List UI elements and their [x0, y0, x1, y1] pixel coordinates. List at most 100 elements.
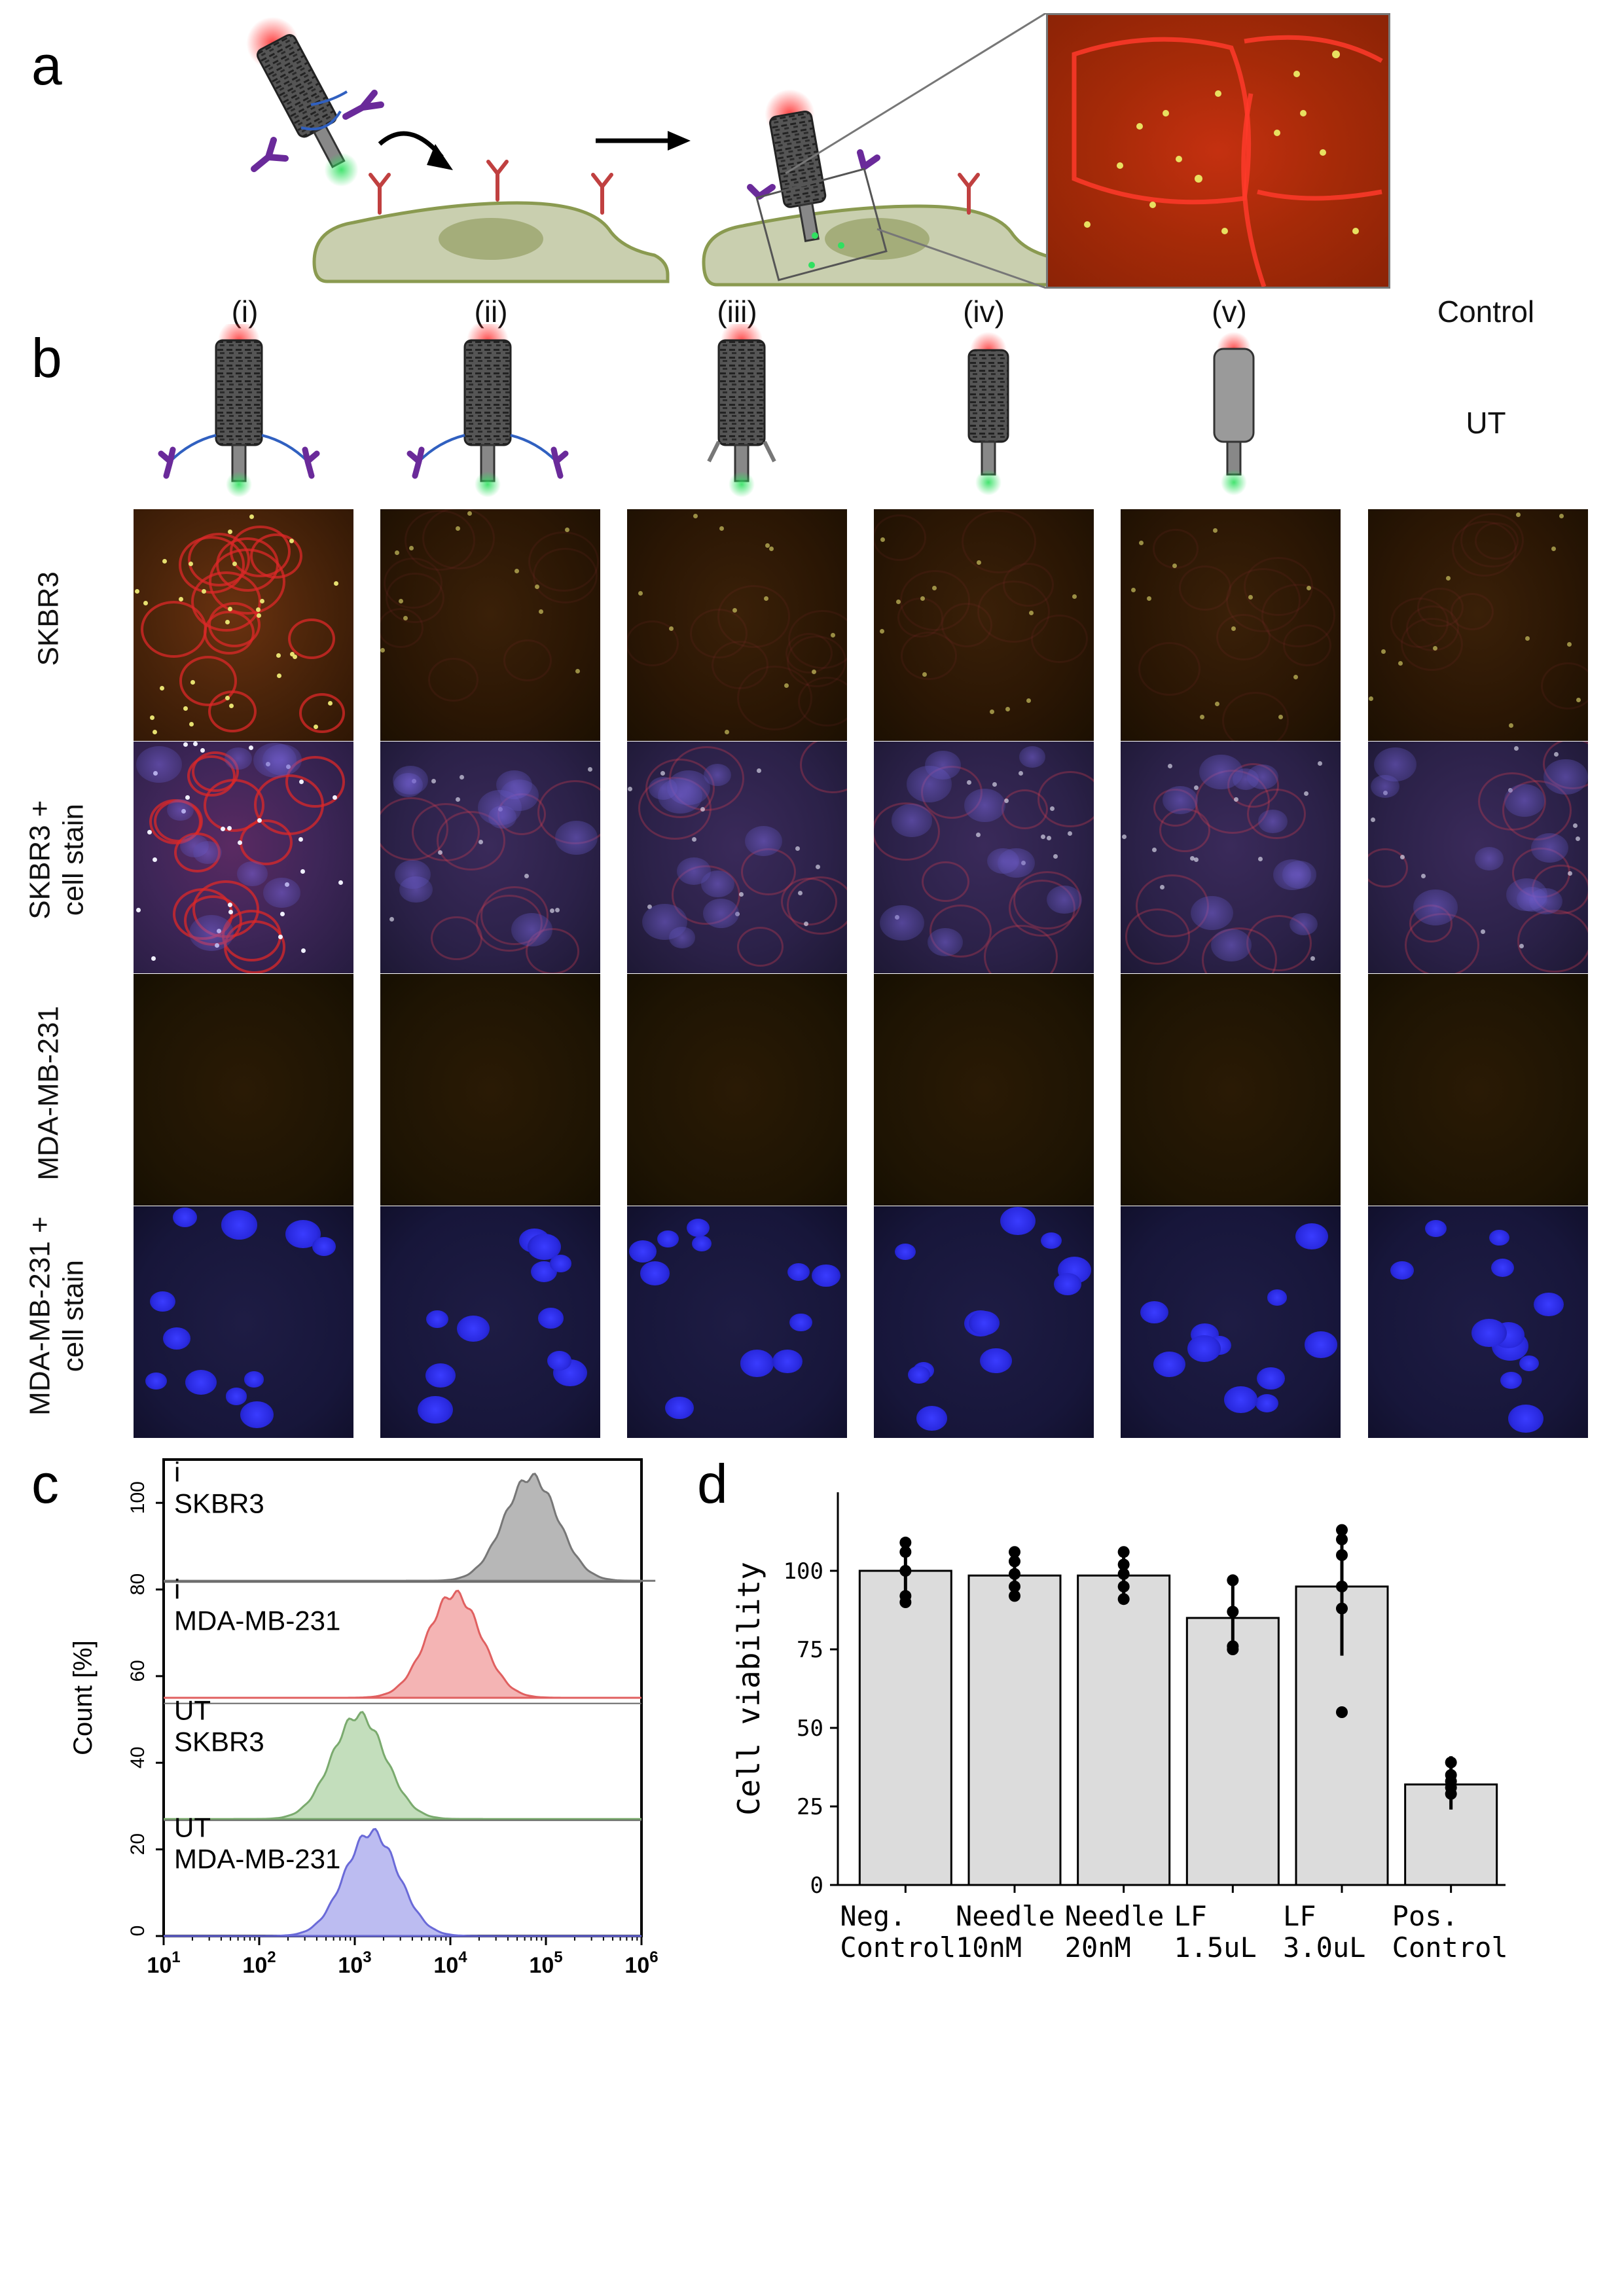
micrograph-tile [627, 974, 847, 1206]
histogram-fill [234, 1712, 483, 1820]
micrograph-tile [627, 509, 847, 741]
series-label-line1: i [174, 1457, 180, 1488]
y-tick-label: 80 [127, 1573, 149, 1595]
micrograph-tile [874, 509, 1094, 741]
construct-i-icon [158, 324, 320, 497]
micrograph-tile [134, 1206, 353, 1438]
category-label: Control [840, 1931, 956, 1964]
series-label-line2: MDA-MB-231 [174, 1605, 340, 1636]
replicate-point [1445, 1787, 1457, 1800]
replicate-point [1117, 1581, 1130, 1592]
column-label-iv: (iv) [963, 295, 1005, 329]
replicate-point [1336, 1524, 1348, 1536]
column-label-control: Control [1437, 295, 1535, 329]
category-label: Pos. [1392, 1900, 1458, 1932]
y-axis-label: Cell viability [731, 1562, 767, 1816]
y-tick-label: 100 [784, 1558, 823, 1585]
x-tick-label: 106 [624, 1948, 658, 1978]
flow-histogram-chart: 0 20 40 60 80 100 101 102 103 104 105 106 Count [%] i… [69, 1457, 659, 1978]
construct-iv-icon [967, 332, 1009, 495]
replicate-point [1336, 1534, 1348, 1545]
micrograph-tile [380, 742, 600, 973]
category-label: 1.5uL [1174, 1931, 1256, 1964]
micrograph-tile [1121, 742, 1341, 973]
panel-letter-b: b [31, 327, 62, 389]
construct-v-icon [1213, 332, 1255, 495]
micrograph-tile [380, 509, 600, 741]
category-label: Neg. [840, 1900, 906, 1932]
row-label-mda-stain: MDA-MB-231 + cell stain [24, 1216, 89, 1416]
replicate-point [1117, 1593, 1130, 1605]
y-tick-label: 0 [810, 1873, 823, 1899]
replicate-point [1009, 1590, 1020, 1602]
x-tick-label: 101 [147, 1948, 180, 1978]
y-tick-label: 60 [127, 1660, 149, 1681]
micrograph-tile [874, 742, 1094, 973]
control-sublabel-ut: UT [1466, 406, 1506, 440]
column-label-i: (i) [231, 295, 259, 329]
needle-construct-icon [246, 16, 359, 187]
micrograph-tile [627, 1206, 847, 1438]
panel-letter-d: d [697, 1453, 728, 1515]
category-label: LF [1174, 1900, 1207, 1932]
series-label-line1: UT [174, 1695, 211, 1726]
micrograph-tile [1368, 742, 1588, 973]
y-tick-label: 25 [797, 1794, 823, 1820]
viability-bar [1185, 1617, 1280, 1886]
y-tick-label: 100 [127, 1481, 149, 1514]
micrograph-tile [1121, 974, 1341, 1206]
column-label-v: (v) [1212, 295, 1247, 329]
panel-a-schematic [246, 13, 1072, 289]
replicate-point [1009, 1555, 1020, 1568]
replicate-point [1445, 1756, 1457, 1768]
viability-bar [858, 1570, 952, 1886]
replicate-point [1336, 1549, 1348, 1561]
replicate-point [1227, 1643, 1239, 1655]
replicate-point [899, 1565, 912, 1577]
construct-ii-icon [406, 324, 569, 497]
zoom-region-box [755, 168, 888, 281]
histogram-fill [330, 1590, 579, 1698]
zoom-micrograph [1046, 13, 1390, 289]
category-label: Needle [1065, 1900, 1164, 1932]
micrograph-tile [1368, 974, 1588, 1206]
row-label-mda: MDA-MB-231 [32, 1006, 65, 1181]
replicate-point [899, 1536, 912, 1549]
histogram-fill [406, 1473, 656, 1581]
replicate-point [1009, 1568, 1020, 1580]
y-axis-label: Count [%] [69, 1640, 98, 1755]
column-label-ii: (ii) [474, 295, 508, 329]
series-label-line1: i [174, 1573, 180, 1604]
y-tick-label: 50 [797, 1715, 823, 1742]
viability-bar [1077, 1574, 1171, 1886]
replicate-point [899, 1546, 912, 1558]
category-label: 10nM [956, 1931, 1022, 1964]
replicate-point [1336, 1602, 1348, 1615]
replicate-point [1009, 1581, 1020, 1592]
replicate-point [1009, 1546, 1020, 1558]
micrograph-tile [380, 1206, 600, 1438]
x-tick-label: 102 [242, 1948, 276, 1978]
micrograph-tile [134, 974, 353, 1206]
micrograph-tile [134, 742, 353, 973]
category-label: Needle [956, 1900, 1055, 1932]
category-label: LF [1283, 1900, 1316, 1932]
micrograph-tile [1368, 1206, 1588, 1438]
y-tick-label: 75 [797, 1637, 823, 1663]
histogram-fill [247, 1829, 496, 1936]
x-tick-label: 104 [433, 1948, 467, 1978]
replicate-point [1336, 1581, 1348, 1592]
micrograph-tile [1121, 509, 1341, 741]
micrograph-tile [874, 1206, 1094, 1438]
construct-iii-icon [707, 324, 776, 497]
row-label-skbr3: SKBR3 [32, 571, 65, 666]
micrograph-tile [1121, 1206, 1341, 1438]
series-label-line2: SKBR3 [174, 1727, 264, 1757]
panel-letter-a: a [31, 35, 62, 96]
micrograph-tile [1368, 509, 1588, 741]
micrograph-tile [874, 974, 1094, 1206]
series-label-line1: UT [174, 1812, 211, 1842]
y-tick-label: 40 [127, 1747, 149, 1768]
replicate-point [1117, 1558, 1130, 1571]
